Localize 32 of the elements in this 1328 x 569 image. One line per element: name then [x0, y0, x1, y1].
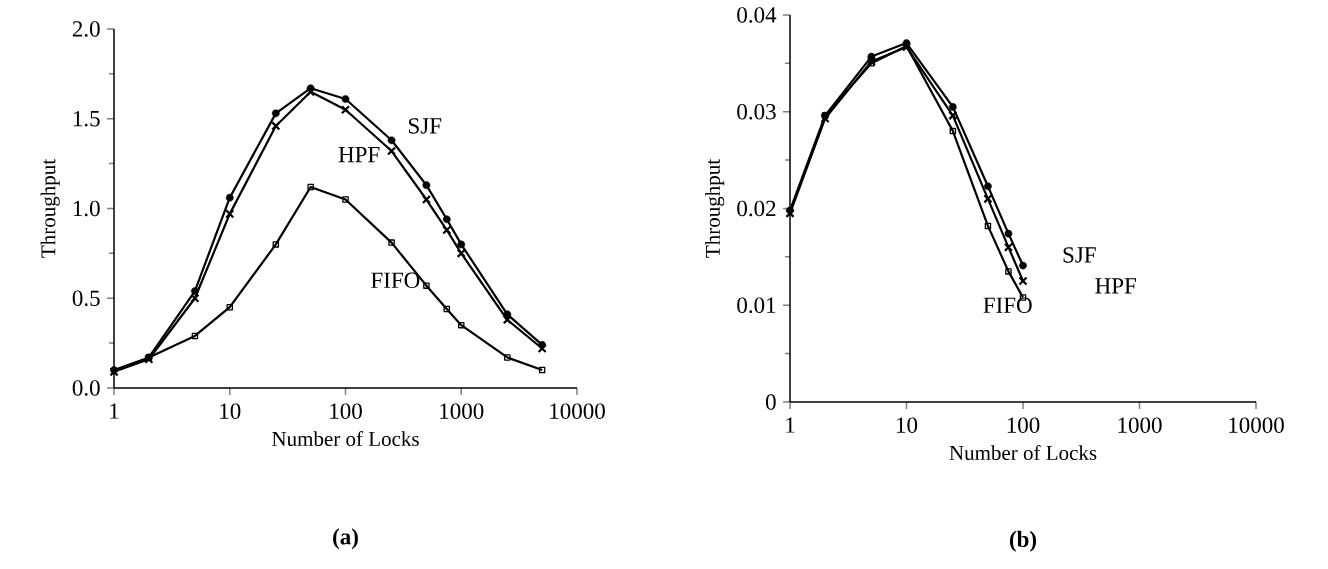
series-label: HPF [338, 147, 380, 163]
x-tick-label: 10000 [1229, 417, 1284, 433]
y-tick-label: 0.04 [737, 7, 777, 23]
y-tick-label: 1.5 [73, 110, 100, 127]
series-label: FIFO [371, 272, 420, 289]
x-tick-label: 100 [330, 403, 362, 419]
y-tick-label: 0.5 [72, 290, 100, 307]
x-tick-label: 1 [110, 403, 119, 419]
text: (a) [333, 528, 358, 550]
y-tick-label: 0 [765, 394, 776, 410]
text: HPF [1095, 278, 1137, 294]
y-tick-label: 0.03 [737, 103, 776, 120]
x-tick-label: 1 [786, 417, 795, 433]
y-axis-title: Throughput [705, 159, 725, 258]
x-axis-title: Number of Locks [949, 445, 1097, 460]
y-tick-label: 2.0 [72, 21, 100, 37]
y-axis-title: Throughput [40, 159, 60, 258]
x-tick-label: 10000 [550, 403, 605, 419]
x-tick-label: 100 [1007, 417, 1040, 433]
series-label: SJF [409, 118, 442, 134]
x-axis-title: Number of Locks [272, 431, 419, 446]
series-label: SJF [1063, 247, 1096, 263]
text: (b) [1009, 530, 1037, 552]
x-tick-label: 10 [897, 417, 918, 433]
y-tick-label: 1.0 [73, 200, 100, 217]
y-tick-label: 0.01 [737, 297, 776, 314]
x-tick-label: 1000 [440, 403, 484, 419]
y-tick-label: 0.0 [72, 380, 100, 396]
y-tick-label: 0.02 [737, 200, 776, 217]
x-tick-label: 10 [220, 403, 241, 419]
x-tick-label: 1000 [1118, 417, 1162, 433]
series-label: FIFO [983, 297, 1032, 313]
